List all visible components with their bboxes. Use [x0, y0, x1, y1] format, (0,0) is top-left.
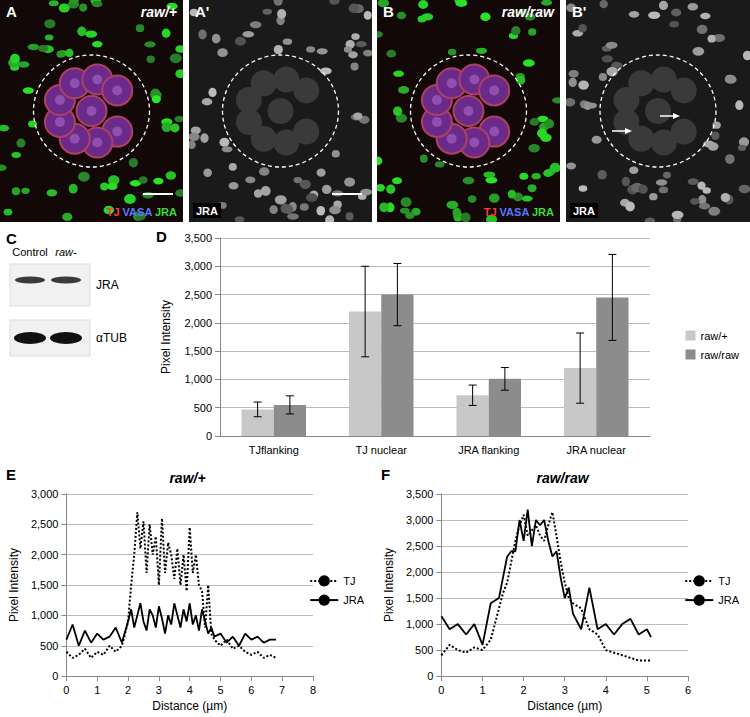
svg-text:500: 500 [415, 644, 433, 656]
svg-text:TJ VASA JRA: TJ VASA JRA [107, 206, 177, 218]
svg-text:3,500: 3,500 [406, 488, 434, 500]
html-text:D: D [156, 228, 167, 245]
svg-text:Pixel Intensity: Pixel Intensity [159, 300, 173, 374]
svg-text:raw/+: raw/+ [700, 330, 727, 342]
svg-text:TJ nuclear: TJ nuclear [356, 444, 408, 456]
svg-text:1,500: 1,500 [406, 592, 434, 604]
svg-text:A': A' [195, 3, 209, 20]
svg-text:2,500: 2,500 [31, 518, 59, 530]
svg-text:3: 3 [156, 684, 162, 696]
svg-text:6: 6 [248, 684, 254, 696]
svg-text:2: 2 [521, 684, 527, 696]
svg-text:5: 5 [644, 684, 650, 696]
svg-text:5: 5 [217, 684, 223, 696]
svg-text:3,500: 3,500 [184, 232, 212, 244]
svg-text:αTUB: αTUB [96, 331, 127, 345]
svg-text:0: 0 [52, 670, 58, 682]
svg-text:6: 6 [685, 684, 691, 696]
svg-text:Distance (µm): Distance (µm) [152, 699, 227, 713]
html-text:F: F [381, 466, 391, 483]
svg-text:4: 4 [187, 684, 193, 696]
svg-text:4: 4 [603, 684, 609, 696]
svg-text:1: 1 [94, 684, 100, 696]
svg-text:1,000: 1,000 [406, 618, 434, 630]
svg-text:8: 8 [310, 684, 316, 696]
svg-text:500: 500 [194, 402, 212, 414]
svg-text:Pixel Intensity: Pixel Intensity [382, 548, 396, 622]
svg-text:3,000: 3,000 [31, 488, 59, 500]
svg-text:0: 0 [427, 670, 433, 682]
svg-text:raw-: raw- [55, 246, 77, 258]
svg-text:0: 0 [438, 684, 444, 696]
svg-text:raw/+: raw/+ [141, 4, 177, 20]
svg-text:Control: Control [12, 246, 47, 258]
svg-text:7: 7 [279, 684, 285, 696]
svg-text:A: A [6, 3, 17, 20]
svg-text:TJ VASA JRA: TJ VASA JRA [484, 206, 554, 218]
svg-text:0: 0 [63, 684, 69, 696]
svg-text:JRA: JRA [343, 594, 364, 606]
html-text:E: E [6, 466, 16, 483]
svg-text:2,000: 2,000 [31, 549, 59, 561]
svg-text:JRA: JRA [96, 278, 119, 292]
svg-text:Pixel Intensity: Pixel Intensity [7, 548, 21, 622]
svg-text:2,500: 2,500 [184, 289, 212, 301]
svg-text:2: 2 [125, 684, 131, 696]
svg-text:JRA: JRA [196, 205, 218, 217]
svg-text:JRA: JRA [573, 205, 595, 217]
svg-text:1,000: 1,000 [184, 373, 212, 385]
svg-text:JRA: JRA [718, 594, 739, 606]
svg-text:raw/raw: raw/raw [536, 470, 589, 486]
svg-text:0: 0 [206, 430, 212, 442]
svg-text:1,000: 1,000 [31, 609, 59, 621]
svg-text:1: 1 [479, 684, 485, 696]
svg-text:1,500: 1,500 [184, 345, 212, 357]
svg-text:3,000: 3,000 [184, 260, 212, 272]
svg-text:JRA flanking: JRA flanking [458, 444, 519, 456]
svg-text:raw/raw: raw/raw [700, 349, 739, 361]
svg-text:3,000: 3,000 [406, 514, 434, 526]
svg-text:2,000: 2,000 [406, 566, 434, 578]
svg-text:JRA nuclear: JRA nuclear [567, 444, 627, 456]
svg-text:1,500: 1,500 [31, 579, 59, 591]
svg-text:500: 500 [40, 640, 58, 652]
svg-text:TJ: TJ [343, 575, 355, 587]
svg-text:C: C [6, 230, 17, 247]
svg-text:Distance (µm): Distance (µm) [527, 699, 602, 713]
svg-text:B': B' [572, 3, 586, 20]
svg-text:2,000: 2,000 [184, 317, 212, 329]
svg-text:raw/+: raw/+ [169, 470, 205, 486]
svg-text:TJ: TJ [718, 575, 730, 587]
svg-text:raw/raw: raw/raw [502, 4, 555, 20]
svg-text:TJflanking: TJflanking [249, 444, 299, 456]
svg-text:2,500: 2,500 [406, 540, 434, 552]
svg-text:B: B [383, 3, 394, 20]
svg-text:3: 3 [562, 684, 568, 696]
